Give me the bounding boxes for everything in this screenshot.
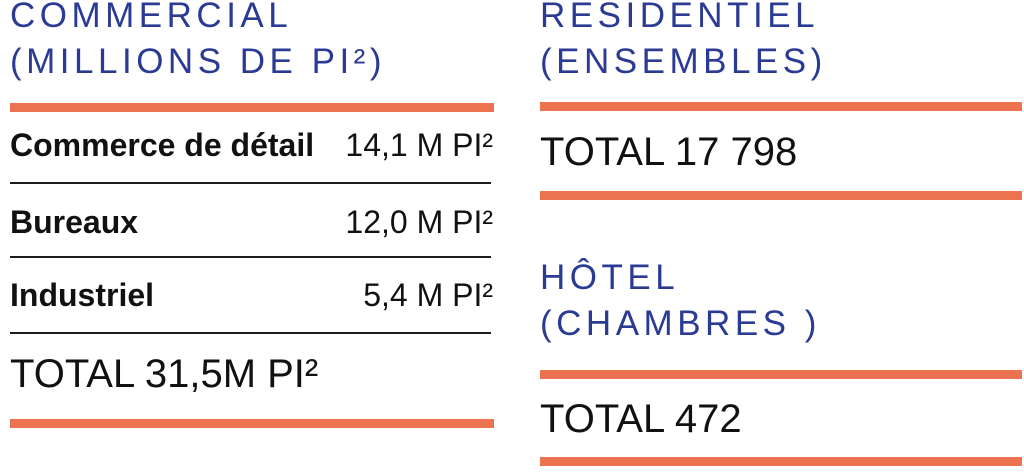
accent-bar (540, 370, 1022, 379)
commercial-section-title: COMMERCIAL (MILLIONS DE PI²) (10, 0, 386, 85)
commercial-total: TOTAL 31,5M PI² (10, 352, 319, 396)
row-label: Industriel (10, 277, 155, 313)
table-row: Commerce de détail 14,1 M PI² (10, 129, 493, 161)
row-divider (10, 332, 491, 334)
accent-bar (10, 103, 494, 112)
residentiel-title-line1: RESIDENTIEL (540, 0, 819, 35)
row-label: Bureaux (10, 204, 139, 240)
accent-bar (540, 457, 1022, 466)
row-label: Commerce de détail (10, 127, 315, 163)
row-divider (10, 182, 491, 184)
accent-bar (540, 191, 1022, 200)
commercial-title-line2: (MILLIONS DE PI²) (10, 42, 386, 81)
hotel-title-line2: (CHAMBRES ) (540, 304, 821, 343)
hotel-section-title: HÔTEL (CHAMBRES ) (540, 255, 821, 347)
hotel-title-line1: HÔTEL (540, 258, 680, 297)
residentiel-total: TOTAL 17 798 (540, 130, 798, 174)
row-value: 5,4 M PI² (363, 277, 493, 313)
residentiel-title-line2: (ENSEMBLES) (540, 42, 827, 81)
table-row: Industriel 5,4 M PI² (10, 279, 493, 311)
commercial-title-line1: COMMERCIAL (10, 0, 293, 35)
residentiel-section-title: RESIDENTIEL (ENSEMBLES) (540, 0, 827, 85)
row-value: 12,0 M PI² (345, 204, 493, 240)
row-divider (10, 256, 491, 258)
table-row: Bureaux 12,0 M PI² (10, 206, 493, 238)
accent-bar (10, 419, 494, 428)
accent-bar (540, 102, 1022, 111)
row-value: 14,1 M PI² (345, 127, 493, 163)
hotel-total: TOTAL 472 (540, 397, 742, 441)
